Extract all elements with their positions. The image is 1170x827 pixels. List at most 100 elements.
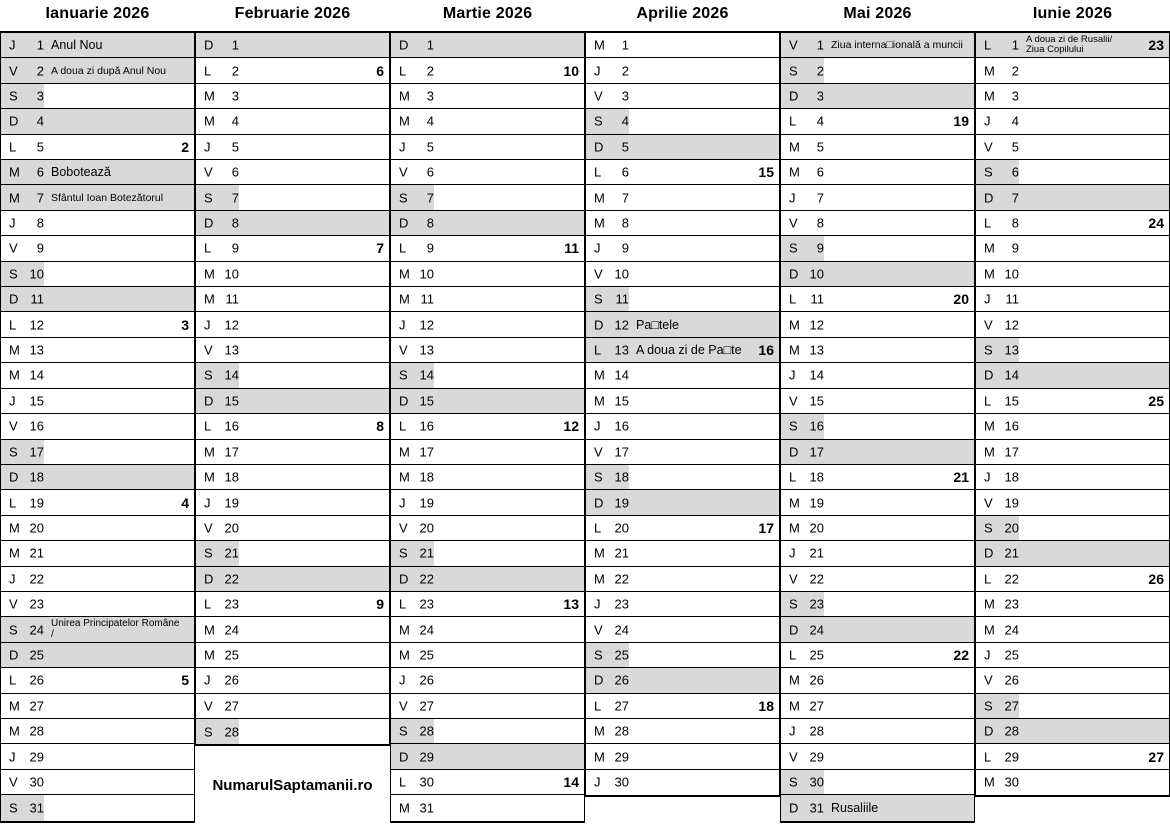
day-letter: J — [984, 113, 991, 129]
day-number: 27 — [419, 698, 434, 714]
day-row-aprilie-15: M 15 — [586, 389, 779, 415]
day-number: 10 — [614, 266, 629, 282]
day-row-iunie-18: J 18 — [976, 465, 1169, 491]
day-letter: D — [204, 215, 214, 231]
day-row-mai-31: D 31 Rusaliile — [781, 795, 974, 821]
day-letter: S — [984, 342, 993, 358]
day-number: 10 — [419, 266, 434, 282]
day-letter: L — [399, 240, 407, 256]
month-grid-mai: V 1 Ziua interna□ională a muncii S 2 D 3 L 4 19 M 5… — [780, 31, 975, 823]
day-number: 12 — [809, 317, 824, 333]
day-number: 28 — [809, 723, 824, 739]
day-row-iunie-30: M 30 — [976, 770, 1169, 795]
day-letter: M — [204, 113, 215, 129]
day-row-ianuarie-22: J 22 — [1, 567, 194, 592]
day-letter: M — [984, 266, 995, 282]
day-row-martie-15: D 15 — [391, 388, 584, 415]
day-row-aprilie-6: L 6 15 — [586, 160, 779, 186]
day-letter: S — [204, 190, 213, 206]
day-number: 11 — [30, 291, 45, 307]
day-number: 21 — [29, 545, 44, 561]
day-row-februarie-25: M 25 — [196, 643, 389, 669]
week-number: 25 — [1148, 392, 1164, 409]
day-row-iunie-23: M 23 — [976, 592, 1169, 618]
day-letter: V — [984, 139, 993, 155]
day-number: 28 — [419, 723, 434, 739]
day-number: 25 — [809, 647, 824, 663]
day-number: 15 — [224, 393, 239, 409]
day-number: 26 — [1004, 672, 1019, 688]
day-number: 14 — [419, 367, 434, 383]
day-letter: J — [984, 647, 991, 663]
day-letter: D — [399, 571, 409, 587]
day-row-aprilie-21: M 21 — [586, 541, 779, 567]
day-number: 9 — [36, 240, 44, 256]
day-number: 6 — [621, 164, 629, 180]
week-number: 21 — [953, 469, 969, 486]
day-letter: M — [399, 622, 410, 638]
day-letter: V — [399, 698, 408, 714]
day-number: 9 — [816, 240, 824, 256]
day-letter: M — [984, 418, 995, 434]
day-number: 15 — [29, 393, 44, 409]
day-number: 16 — [614, 418, 629, 434]
day-letter: M — [789, 495, 800, 511]
day-number: 1 — [1011, 37, 1019, 53]
day-number: 3 — [426, 88, 434, 104]
day-letter: L — [594, 698, 602, 714]
day-letter: D — [9, 113, 19, 129]
day-row-iunie-25: J 25 — [976, 643, 1169, 669]
day-letter: D — [984, 545, 994, 561]
day-letter: V — [594, 88, 603, 104]
day-number: 19 — [614, 495, 629, 511]
day-row-mai-25: L 25 22 — [781, 643, 974, 669]
day-row-mai-23: S 23 — [781, 591, 974, 618]
week-number: 18 — [758, 697, 774, 714]
day-letter: S — [594, 647, 603, 663]
day-letter: L — [594, 342, 602, 358]
day-row-ianuarie-10: S 10 — [1, 261, 194, 288]
day-letter: M — [789, 342, 800, 358]
day-letter: M — [204, 88, 215, 104]
day-row-iunie-21: D 21 — [976, 541, 1169, 567]
day-row-martie-24: M 24 — [391, 617, 584, 643]
day-letter: D — [399, 393, 409, 409]
day-letter: J — [594, 774, 601, 790]
day-letter: M — [984, 622, 995, 638]
day-row-iunie-27: S 27 — [976, 693, 1169, 719]
month-title-martie: Martie 2026 — [442, 5, 533, 22]
day-letter: D — [984, 367, 994, 383]
month-column-martie: Martie 2026 D 1 L 2 10 M 3 M 4 J 5 V 6 S 7 D 8 L 9 11 M 10 M 11 J… — [390, 0, 585, 823]
day-row-ianuarie-26: L 26 5 — [1, 668, 194, 694]
day-number: 24 — [1004, 622, 1019, 638]
week-number: 3 — [181, 316, 189, 333]
day-row-iunie-28: D 28 — [976, 718, 1169, 745]
day-letter: M — [984, 596, 995, 612]
day-letter: S — [204, 545, 213, 561]
day-number: 4 — [621, 113, 629, 129]
day-letter: S — [594, 291, 603, 307]
day-number: 3 — [36, 88, 44, 104]
day-letter: J — [789, 367, 796, 383]
day-letter: M — [399, 647, 410, 663]
day-row-ianuarie-27: M 27 — [1, 694, 194, 719]
day-letter: M — [594, 571, 605, 587]
day-row-februarie-24: M 24 — [196, 617, 389, 643]
day-letter: M — [9, 520, 20, 536]
day-letter: M — [594, 190, 605, 206]
day-number: 24 — [224, 622, 239, 638]
day-row-iunie-11: J 11 — [976, 287, 1169, 313]
day-letter: L — [9, 672, 17, 688]
day-letter: M — [789, 164, 800, 180]
day-row-aprilie-25: S 25 — [586, 642, 779, 669]
day-letter: J — [204, 317, 211, 333]
day-number: 25 — [1004, 647, 1019, 663]
day-row-mai-16: S 16 — [781, 414, 974, 440]
day-row-februarie-10: M 10 — [196, 262, 389, 288]
day-letter: S — [789, 774, 798, 790]
day-row-mai-13: M 13 — [781, 338, 974, 364]
day-row-iunie-10: M 10 — [976, 262, 1169, 288]
